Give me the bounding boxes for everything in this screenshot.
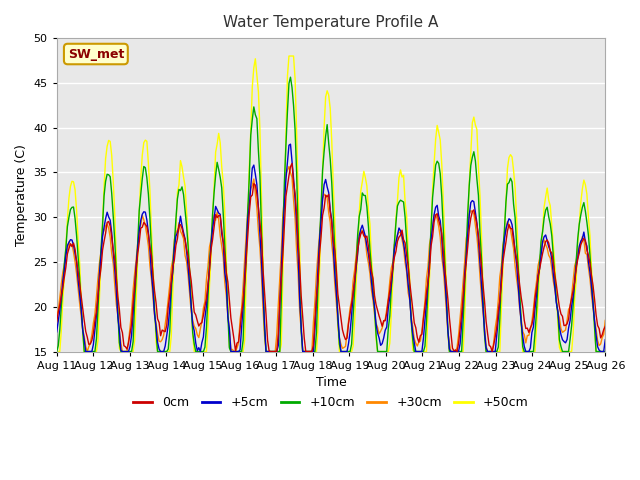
X-axis label: Time: Time <box>316 376 346 389</box>
Legend: 0cm, +5cm, +10cm, +30cm, +50cm: 0cm, +5cm, +10cm, +30cm, +50cm <box>128 391 534 414</box>
Title: Water Temperature Profile A: Water Temperature Profile A <box>223 15 438 30</box>
Text: SW_met: SW_met <box>68 48 124 60</box>
Y-axis label: Temperature (C): Temperature (C) <box>15 144 28 246</box>
